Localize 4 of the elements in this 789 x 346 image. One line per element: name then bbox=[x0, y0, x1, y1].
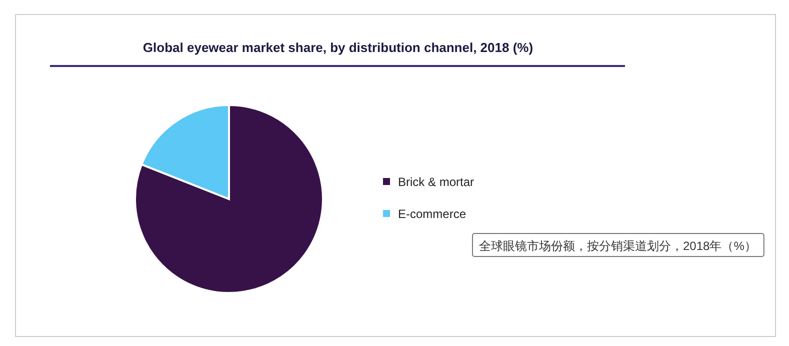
text: 全球眼镜市场份额，按分销渠道划分，2018年（%） bbox=[479, 239, 756, 253]
legend-label: Brick & mortar bbox=[398, 175, 474, 189]
legend-label: E-commerce bbox=[398, 207, 466, 221]
chart-title: Global eyewear market share, by distribution channel, 2018 (%) bbox=[142, 40, 534, 55]
